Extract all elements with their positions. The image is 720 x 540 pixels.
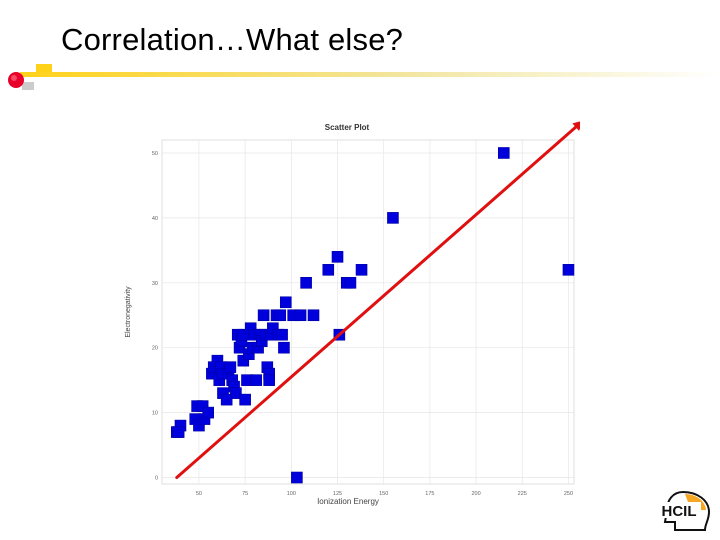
data-point	[355, 264, 368, 276]
x-tick-label: 100	[287, 491, 296, 497]
data-point	[250, 374, 263, 386]
data-point	[224, 361, 237, 373]
data-point	[294, 309, 307, 322]
data-point	[263, 374, 275, 386]
chart-title: Scatter Plot	[325, 123, 370, 132]
chart-xlabel: Ionization Energy	[317, 497, 379, 506]
data-point	[291, 471, 303, 484]
x-tick-label: 175	[425, 491, 434, 497]
y-tick-label: 0	[155, 476, 158, 482]
x-tick-label: 75	[242, 491, 248, 497]
plot-area	[161, 139, 575, 485]
data-point	[274, 309, 287, 322]
data-point	[230, 387, 242, 399]
y-tick-label: 20	[152, 346, 158, 352]
x-tick-label: 50	[196, 491, 202, 497]
x-tick-label: 225	[518, 491, 527, 497]
data-point	[172, 426, 185, 438]
y-tick-label: 40	[152, 216, 158, 222]
x-tick-label: 250	[564, 491, 573, 497]
title-rule	[8, 64, 720, 90]
slide-title: Correlation…What else?	[61, 22, 404, 57]
data-point	[497, 147, 510, 159]
trend-line-layer	[175, 121, 580, 480]
x-tick-label: 200	[471, 491, 480, 497]
x-tick-label: 125	[333, 491, 342, 497]
trend-line	[175, 121, 580, 480]
ticks: 50 75 100 125 150 175 200 225 250 0 10 20 30 40 50	[152, 151, 573, 497]
scatter-plot: Scatter Plot Electronegativity Ionizatio…	[125, 121, 580, 506]
data-point	[387, 212, 399, 224]
data-point	[239, 393, 251, 406]
chart-ylabel: Electronegativity	[125, 286, 132, 338]
x-tick-label: 150	[379, 491, 388, 497]
data-point	[562, 264, 575, 276]
y-tick-label: 10	[152, 411, 158, 417]
y-tick-label: 30	[152, 281, 158, 287]
logo-text: HCIL	[662, 503, 697, 520]
data-point	[322, 264, 335, 276]
hcil-logo: HCIL	[657, 490, 711, 531]
data-point	[278, 341, 290, 354]
rule-accent-grey	[22, 82, 34, 90]
data-point	[331, 251, 344, 263]
grid	[161, 139, 575, 485]
rule-bar	[20, 72, 720, 77]
data-points	[170, 147, 575, 484]
data-point	[307, 309, 320, 322]
trend-arrowhead	[572, 121, 580, 131]
data-point	[257, 309, 270, 322]
data-point	[202, 406, 214, 419]
data-point	[220, 393, 233, 406]
data-point	[344, 276, 357, 289]
data-point	[276, 328, 288, 341]
data-point	[300, 276, 312, 289]
y-tick-label: 50	[152, 151, 158, 157]
data-point	[279, 296, 292, 309]
rule-accent-yellow	[36, 64, 52, 72]
